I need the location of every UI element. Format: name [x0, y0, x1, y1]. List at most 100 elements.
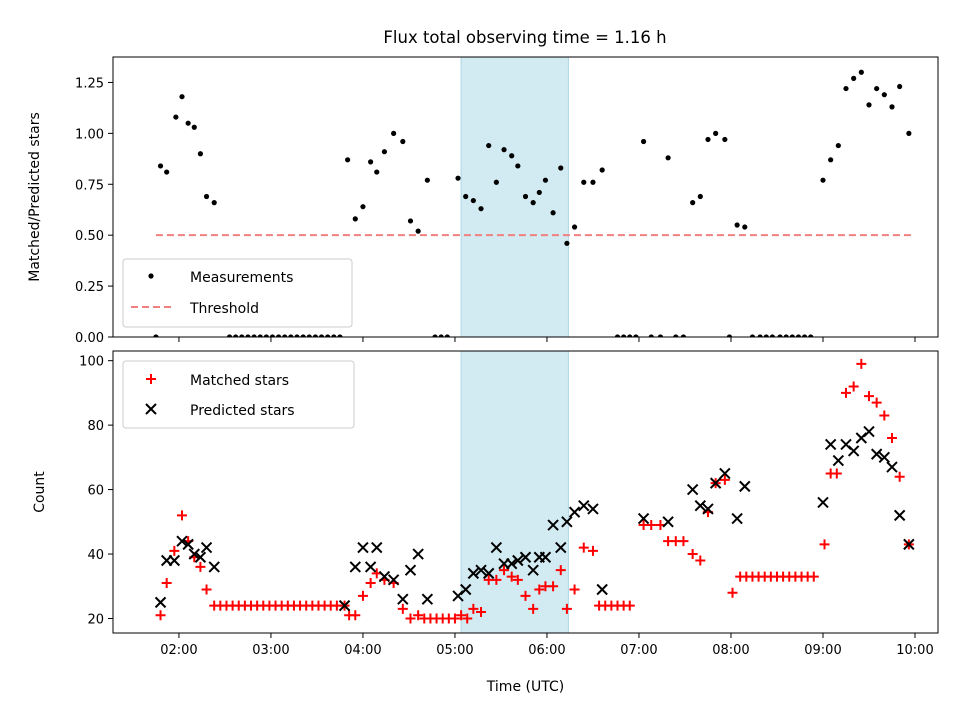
matched-point — [578, 542, 589, 553]
matched-point — [624, 600, 635, 611]
measurement-point — [828, 157, 834, 163]
predicted-point — [208, 561, 220, 573]
measurement-point — [312, 334, 319, 337]
predicted-point — [637, 512, 650, 525]
predicted-point — [482, 567, 495, 580]
plot-area — [154, 358, 915, 624]
matched-point — [886, 433, 897, 444]
predicted-point — [817, 496, 829, 509]
axes-frame — [112, 56, 939, 338]
measurement-point — [564, 240, 570, 246]
measurement-point — [470, 197, 476, 204]
predicted-point — [686, 483, 699, 496]
predicted-point — [338, 599, 351, 612]
legend-marker-predicted — [145, 403, 157, 415]
predicted-point — [200, 541, 213, 554]
predicted-point — [182, 538, 194, 551]
measurement-point — [889, 104, 895, 110]
predicted-point — [832, 454, 845, 467]
matched-point — [840, 387, 851, 398]
predicted-point — [847, 445, 860, 457]
measurement-point — [337, 334, 343, 337]
predicted-point — [194, 551, 207, 563]
measurement-point — [843, 85, 849, 92]
predicted-point — [547, 519, 559, 531]
measurement-point — [391, 130, 397, 136]
measurement-point — [294, 334, 300, 337]
measurement-point — [276, 334, 282, 337]
measurement-point — [157, 163, 164, 169]
legend: Measurements Threshold — [122, 258, 353, 328]
measurement-point — [478, 206, 484, 212]
legend: Matched stars Predicted stars — [122, 360, 355, 429]
measurement-point — [368, 159, 374, 165]
measurement-point — [515, 163, 521, 169]
measurement-point — [345, 157, 351, 163]
measurement-point — [407, 218, 414, 224]
predicted-point — [561, 516, 573, 528]
measurement-point — [697, 193, 703, 200]
matched-point — [405, 613, 416, 624]
predicted-point — [568, 506, 581, 518]
measurement-point — [558, 165, 564, 171]
measurement-point — [590, 179, 596, 185]
x-tick-label: 07:00 — [620, 643, 657, 658]
measurement-point — [493, 179, 499, 185]
matched-point — [856, 358, 867, 369]
measurement-point — [444, 334, 450, 337]
y-axis-label: Count — [32, 471, 48, 513]
predicted-point — [490, 541, 503, 554]
measurement-point — [795, 334, 802, 337]
measurement-point — [536, 189, 542, 196]
measurement-point — [835, 142, 841, 149]
measurement-point — [627, 334, 633, 337]
matched-point — [512, 574, 523, 585]
matched-point — [195, 561, 206, 572]
measurement-point — [245, 334, 251, 337]
matched-point — [808, 571, 819, 582]
series-matched-stars — [155, 358, 914, 624]
x-tick-label: 08:00 — [712, 643, 749, 658]
measurement-point — [211, 200, 217, 206]
x-tick-label: 03:00 — [252, 643, 289, 658]
y-tick-label: 0.00 — [75, 331, 104, 346]
y-tick-label: 20 — [87, 612, 104, 627]
measurement-point — [542, 177, 549, 183]
measurement-point — [614, 334, 621, 337]
measurement-point — [599, 167, 605, 173]
predicted-point — [719, 467, 731, 480]
predicted-point — [397, 593, 409, 605]
chart-title: Flux total observing time = 1.16 h — [383, 28, 666, 47]
measurement-point — [164, 169, 170, 175]
measurement-point — [866, 102, 872, 108]
predicted-point — [539, 551, 552, 563]
measurement-point — [742, 224, 748, 230]
measurement-point — [179, 94, 185, 100]
matched-point — [462, 613, 473, 624]
measurement-point — [197, 151, 204, 157]
measurement-point — [769, 334, 775, 337]
measurement-point — [226, 334, 233, 337]
measurement-point — [777, 334, 783, 337]
measurement-point — [463, 193, 469, 200]
matched-point — [555, 565, 566, 576]
x-axis-label: Time (UTC) — [486, 679, 564, 695]
predicted-point — [739, 480, 751, 493]
x-tick-label: 02:00 — [160, 643, 197, 658]
predicted-point — [870, 448, 883, 460]
measurement-point — [300, 334, 306, 337]
y-tick-label: 1.25 — [75, 76, 104, 91]
matched-point — [476, 607, 487, 618]
matched-point — [548, 581, 559, 592]
series-predicted-stars — [154, 425, 915, 612]
predicted-point — [886, 461, 898, 473]
legend-label-measurements: Measurements — [190, 270, 293, 286]
matched-point — [687, 549, 698, 560]
measurement-point — [665, 155, 671, 161]
y-tick-label: 100 — [79, 355, 104, 370]
x-tick-label: 04:00 — [344, 643, 381, 658]
predicted-point — [555, 541, 567, 554]
y-tick-label: 0.75 — [75, 178, 104, 193]
measurement-point — [633, 334, 639, 337]
y-axis-label: Matched/Predicted stars — [27, 112, 43, 282]
